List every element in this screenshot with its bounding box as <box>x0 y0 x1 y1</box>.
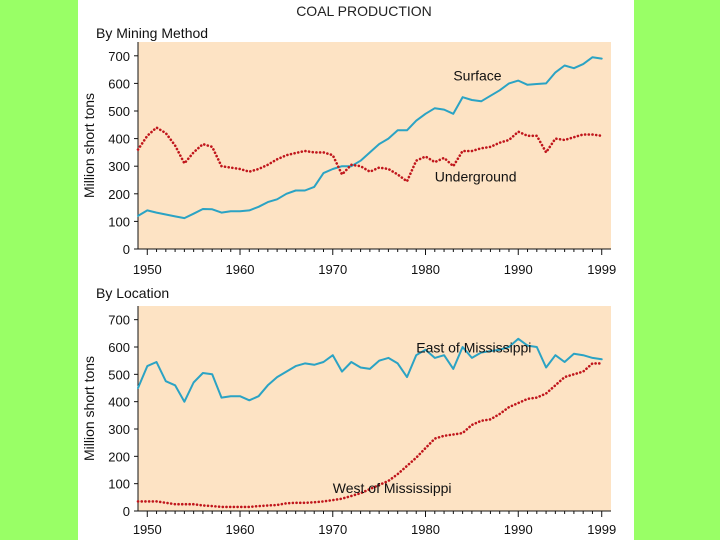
y-tick-label: 300 <box>108 159 130 174</box>
slide-panel: COAL PRODUCTION By Mining Method Million … <box>78 0 634 540</box>
x-tick-label: 1960 <box>226 262 255 277</box>
series-line-east-of-mississippi <box>137 337 603 403</box>
plot-area <box>138 306 611 511</box>
series-line-west-of-mississippi <box>136 362 604 509</box>
y-tick-label: 200 <box>108 187 130 202</box>
series-line-surface <box>137 56 603 220</box>
section-title-location: By Location <box>96 285 169 301</box>
x-tick-label: 1999 <box>587 522 616 537</box>
x-tick-label: 1990 <box>504 262 533 277</box>
y-tick-label: 100 <box>108 214 130 229</box>
x-tick-label: 1970 <box>318 262 347 277</box>
y-tick-label: 400 <box>108 395 130 410</box>
y-tick-label: 700 <box>108 313 130 328</box>
x-tick-label: 1990 <box>504 522 533 537</box>
chart-by-location: By Location Million short tons 0 100 200 300 4… <box>81 285 616 537</box>
plot-area <box>138 42 611 249</box>
series-line-underground <box>136 126 604 183</box>
y-tick-label: 0 <box>123 504 130 519</box>
x-tick-label: 1960 <box>226 522 255 537</box>
y-axis-label: Million short tons <box>81 356 97 461</box>
series-annotation: East of Mississippi <box>416 339 531 355</box>
series-annotation: West of Mississippi <box>333 480 452 496</box>
series-annotation: Underground <box>435 168 517 184</box>
x-tick-label: 1950 <box>133 262 162 277</box>
y-tick-label: 200 <box>108 449 130 464</box>
chart-by-mining-method: By Mining Method Million short tons 0 100 20… <box>81 25 616 277</box>
y-tick-label: 600 <box>108 76 130 91</box>
x-tick-label: 1999 <box>587 262 616 277</box>
x-tick-label: 1980 <box>411 522 440 537</box>
y-tick-label: 400 <box>108 132 130 147</box>
y-tick-label: 500 <box>108 367 130 382</box>
x-tick-label: 1970 <box>318 522 347 537</box>
y-tick-label: 500 <box>108 104 130 119</box>
y-tick-label: 0 <box>123 242 130 257</box>
y-axis-label: Million short tons <box>81 93 97 198</box>
y-tick-label: 700 <box>108 49 130 64</box>
section-title-mining-method: By Mining Method <box>96 25 208 41</box>
y-tick-label: 100 <box>108 477 130 492</box>
series-annotation: Surface <box>453 68 501 84</box>
x-tick-label: 1950 <box>133 522 162 537</box>
y-tick-label: 300 <box>108 422 130 437</box>
figure: COAL PRODUCTION By Mining Method Million … <box>81 3 616 537</box>
y-tick-label: 600 <box>108 340 130 355</box>
figure-title: COAL PRODUCTION <box>296 3 432 19</box>
x-tick-label: 1980 <box>411 262 440 277</box>
